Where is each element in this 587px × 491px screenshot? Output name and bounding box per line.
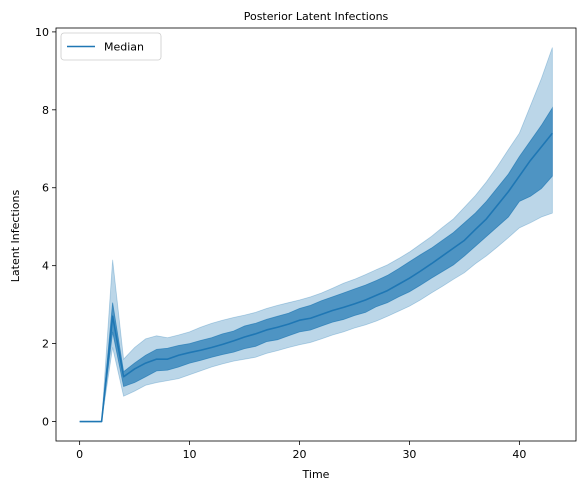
y-tick-label: 0 — [42, 416, 49, 429]
y-axis-ticks: 0 2 4 6 8 10 — [35, 26, 56, 429]
x-axis-ticks: 0 10 20 30 40 — [76, 441, 526, 461]
median-series — [79, 132, 553, 423]
y-tick-label: 6 — [42, 182, 49, 195]
legend-box — [60, 32, 162, 61]
legend: Median — [60, 32, 162, 61]
median-line — [79, 132, 553, 423]
y-axis-label: Latent Infections — [9, 190, 22, 283]
y-tick-label: 4 — [42, 260, 49, 273]
x-tick-label: 20 — [293, 448, 307, 461]
y-tick-label: 8 — [42, 104, 49, 117]
x-tick-label: 40 — [512, 448, 526, 461]
y-tick-label: 10 — [35, 26, 49, 39]
x-tick-label: 10 — [183, 448, 197, 461]
legend-label-median: Median — [104, 41, 144, 54]
chart-title: Posterior Latent Infections — [244, 10, 389, 23]
x-tick-label: 30 — [402, 448, 416, 461]
band-inner — [79, 106, 553, 422]
uncertainty-bands — [79, 47, 553, 422]
plot-frame — [55, 27, 577, 442]
y-tick-label: 2 — [42, 338, 49, 351]
x-axis-label: Time — [302, 468, 330, 481]
x-tick-label: 0 — [76, 448, 83, 461]
